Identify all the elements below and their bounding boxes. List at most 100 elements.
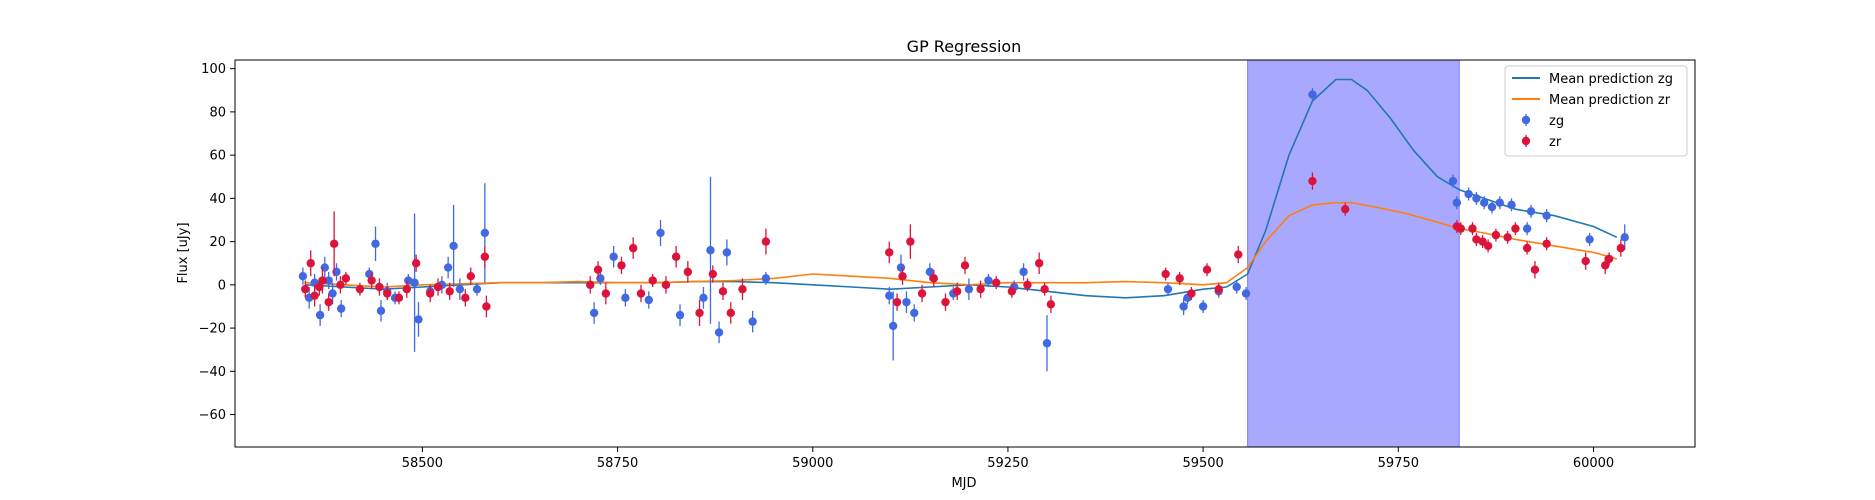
- data-point-zr: [375, 282, 384, 292]
- x-tick-label: 58500: [402, 456, 443, 471]
- data-point-zg: [410, 278, 419, 287]
- data-point-zg: [902, 297, 911, 307]
- data-point-zr: [929, 274, 938, 283]
- data-point-zr: [1456, 224, 1465, 233]
- y-tick-label: 100: [201, 62, 226, 77]
- data-point-zr: [892, 297, 902, 307]
- data-point-zr: [1542, 239, 1551, 248]
- data-point-zr: [726, 308, 735, 318]
- data-point-zr: [301, 284, 310, 294]
- data-point-zr: [1491, 230, 1501, 240]
- data-point-zg: [328, 289, 337, 298]
- data-point-zg: [964, 284, 974, 294]
- series-zr: [301, 172, 1626, 326]
- legend-box: [1504, 65, 1688, 157]
- data-point-zr: [315, 282, 324, 292]
- data-point-zr: [383, 289, 392, 298]
- x-tick-label: 59500: [1182, 456, 1223, 471]
- data-point-zr: [1616, 243, 1626, 253]
- data-point-zg: [414, 315, 423, 324]
- data-point-zr: [683, 267, 693, 277]
- y-tick-label: −40: [199, 365, 226, 380]
- y-tick-label: −60: [199, 408, 226, 423]
- data-point-zr: [636, 289, 646, 298]
- data-point-zg: [315, 310, 325, 320]
- x-axis-label: MJD: [951, 476, 976, 491]
- data-point-zr: [885, 248, 894, 257]
- data-point-zr: [341, 274, 351, 283]
- data-point-zr: [708, 269, 718, 279]
- data-point-zg: [1179, 302, 1188, 311]
- data-point-zg: [1507, 200, 1516, 210]
- data-point-zr: [952, 287, 962, 296]
- data-point-zr: [1007, 287, 1017, 296]
- data-point-zg: [699, 293, 708, 303]
- data-point-zr: [394, 293, 404, 303]
- x-axis: 58500 58750 59000 59250 59500 59750 60000: [402, 447, 1614, 471]
- data-point-zr: [336, 280, 345, 290]
- data-point-zg: [1198, 302, 1208, 311]
- y-tick-label: 60: [209, 149, 226, 164]
- data-point-zr: [1530, 265, 1540, 274]
- data-point-zr: [1341, 204, 1350, 214]
- data-point-zr: [1234, 250, 1243, 259]
- x-tick-label: 60000: [1573, 456, 1614, 471]
- legend-marker: [1521, 136, 1531, 146]
- data-point-zg: [324, 276, 333, 285]
- data-point-zr: [1601, 261, 1610, 270]
- data-point-zr: [917, 289, 927, 298]
- data-point-zg: [1163, 284, 1173, 294]
- legend-label-zr: zr: [1549, 135, 1562, 150]
- data-point-zg: [1241, 289, 1251, 298]
- data-point-zg: [621, 293, 630, 303]
- data-point-zr: [433, 282, 443, 292]
- data-point-zr: [661, 280, 671, 290]
- data-point-zr: [329, 239, 339, 248]
- data-point-zg: [885, 291, 894, 300]
- data-point-zr: [960, 261, 970, 270]
- highlight-region: [1247, 59, 1460, 448]
- data-point-zg: [1452, 198, 1462, 207]
- data-point-zr: [1522, 243, 1532, 253]
- legend-marker: [1521, 115, 1531, 125]
- data-point-zg: [925, 267, 935, 277]
- data-point-zg: [1479, 198, 1489, 207]
- data-point-zg: [455, 284, 465, 294]
- y-axis: −60 −40 −20 0 20 40 60 80 100: [199, 62, 235, 423]
- data-point-zr: [617, 261, 626, 270]
- data-point-zr: [976, 284, 985, 294]
- data-point-zr: [586, 280, 595, 290]
- data-point-zg: [449, 241, 458, 251]
- plot-frame: [234, 59, 1696, 448]
- y-tick-label: 40: [209, 192, 226, 207]
- y-tick-label: 80: [209, 105, 226, 120]
- data-point-zg: [1464, 189, 1473, 199]
- legend: Mean prediction zg Mean prediction zr zg…: [1504, 65, 1688, 157]
- data-point-zr: [648, 276, 657, 285]
- data-point-zr: [1046, 300, 1056, 309]
- data-point-zr: [411, 259, 421, 268]
- data-point-zr: [738, 284, 747, 294]
- data-point-zg: [1585, 235, 1594, 244]
- data-point-zr: [1175, 274, 1184, 283]
- data-point-zg: [336, 304, 346, 313]
- data-point-zr: [1202, 265, 1212, 274]
- data-point-zg: [1620, 233, 1629, 242]
- legend-label-zg-line: Mean prediction zg: [1549, 72, 1673, 87]
- data-point-zr: [306, 259, 315, 268]
- y-axis-label: Flux [uJy]: [176, 222, 191, 283]
- data-point-zr: [1511, 224, 1520, 233]
- data-point-zg: [589, 308, 599, 318]
- data-point-zr: [1581, 256, 1590, 266]
- data-point-zr: [1023, 280, 1032, 290]
- data-point-zg: [896, 263, 906, 272]
- legend-label-zg: zg: [1549, 114, 1564, 129]
- data-point-zg: [910, 308, 919, 318]
- data-point-zr: [425, 289, 435, 298]
- data-point-zr: [1483, 241, 1493, 251]
- data-point-zg: [1448, 176, 1458, 186]
- data-point-zg: [1042, 339, 1052, 348]
- mean-line-zr: [305, 201, 1618, 288]
- data-point-zg: [888, 321, 898, 331]
